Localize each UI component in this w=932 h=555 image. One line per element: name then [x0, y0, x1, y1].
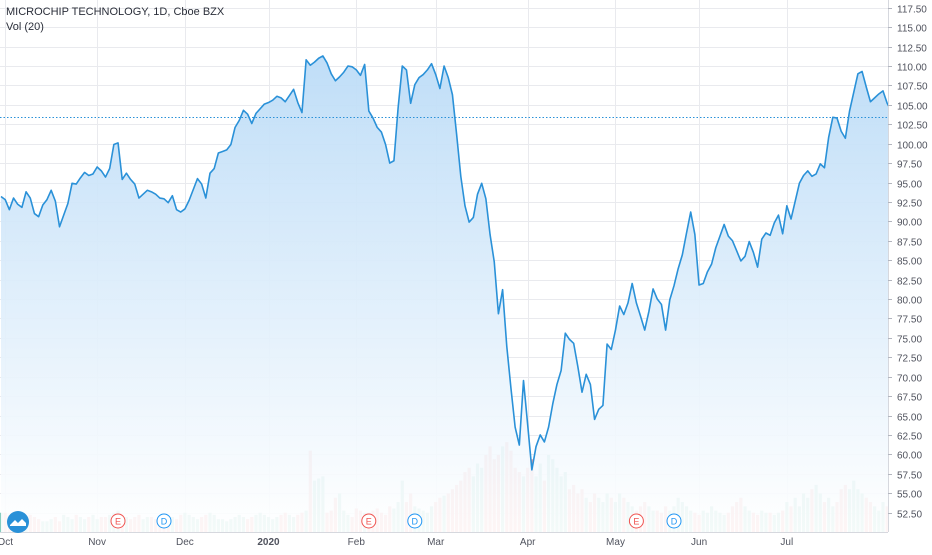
price-tick-label: 97.50 — [897, 160, 922, 171]
price-tick-label: 100.00 — [897, 141, 928, 152]
event-marker-letter: E — [366, 517, 372, 527]
time-tick-label: Jun — [691, 537, 707, 548]
price-tick-label: 110.00 — [897, 63, 927, 74]
earnings-marker[interactable]: E — [362, 514, 376, 528]
time-tick-label: Nov — [88, 537, 106, 548]
time-axis[interactable]: Oct Nov Dec 2020 Feb Mar Apr May Jun Jul — [0, 532, 932, 550]
chart-title: MICROCHIP TECHNOLOGY, 1D, Cboe BZX — [6, 5, 224, 20]
price-tick-label: 52.50 — [897, 510, 922, 521]
price-tick-label: 80.00 — [897, 296, 922, 307]
price-tick-label: 105.00 — [897, 102, 928, 113]
time-tick-label: May — [606, 537, 625, 548]
price-tick-label: 72.50 — [897, 354, 922, 365]
price-tick-label: 75.00 — [897, 335, 922, 346]
time-tick-label: 2020 — [257, 537, 280, 548]
price-tick-label: 62.50 — [897, 432, 922, 443]
event-marker-letter: E — [633, 517, 639, 527]
price-tick-label: 77.50 — [897, 315, 922, 326]
chart-legend[interactable]: MICROCHIP TECHNOLOGY, 1D, Cboe BZX Vol (… — [6, 5, 224, 35]
event-marker-letter: D — [671, 517, 678, 527]
time-tick-label: Feb — [348, 537, 366, 548]
volume-indicator-label: Vol (20) — [6, 20, 224, 35]
event-marker-letter: E — [115, 517, 121, 527]
time-tick-label: Jul — [780, 537, 793, 548]
tradingview-logo-icon[interactable] — [6, 510, 30, 534]
price-area — [1, 56, 932, 532]
price-tick-label: 102.50 — [897, 121, 928, 132]
dividend-marker[interactable]: D — [408, 514, 422, 528]
dividend-marker[interactable]: D — [157, 514, 171, 528]
price-tick-label: 70.00 — [897, 374, 922, 385]
price-tick-label: 90.00 — [897, 218, 922, 229]
earnings-marker[interactable]: E — [111, 514, 125, 528]
price-tick-label: 117.50 — [897, 5, 927, 16]
earnings-marker[interactable]: E — [629, 514, 643, 528]
time-tick-label: Oct — [0, 537, 13, 548]
price-area-fill — [1, 56, 932, 532]
price-tick-label: 112.50 — [897, 44, 927, 55]
price-tick-label: 85.00 — [897, 257, 922, 268]
price-tick-label: 65.00 — [897, 413, 922, 424]
price-tick-label: 55.00 — [897, 490, 922, 501]
price-tick-label: 82.50 — [897, 277, 922, 288]
last-price-line: 103.45 — [0, 110, 931, 126]
price-tick-label: 115.00 — [897, 24, 927, 35]
price-tick-label: 107.50 — [897, 82, 928, 93]
event-marker-letter: D — [412, 517, 419, 527]
time-tick-label: Dec — [176, 537, 194, 548]
price-axis[interactable]: 52.50 55.00 57.50 60.00 62.50 65.00 67.50 70.00… — [888, 0, 932, 550]
price-tick-label: 57.50 — [897, 471, 922, 482]
time-tick-label: Mar — [427, 537, 445, 548]
price-tick-label: 67.50 — [897, 393, 922, 404]
price-tick-label: 92.50 — [897, 199, 922, 210]
dividend-marker[interactable]: D — [667, 514, 681, 528]
event-marker-letter: D — [161, 517, 168, 527]
price-tick-label: 87.50 — [897, 238, 922, 249]
price-tick-label: 95.00 — [897, 180, 922, 191]
time-tick-label: Apr — [520, 537, 536, 548]
price-tick-label: 60.00 — [897, 451, 922, 462]
